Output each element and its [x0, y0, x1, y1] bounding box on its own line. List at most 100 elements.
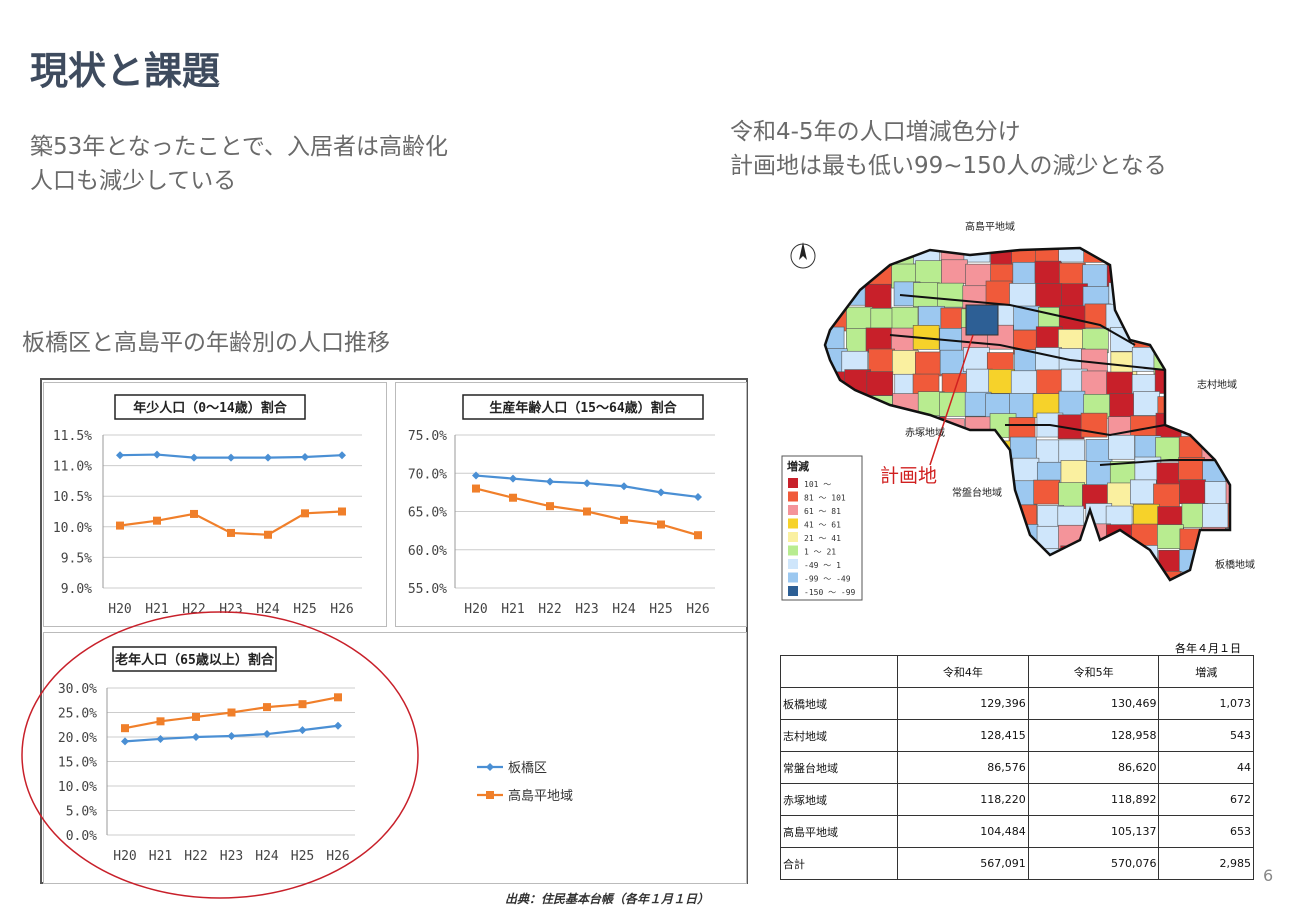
x-tick-label: H26: [326, 849, 349, 864]
district: [1225, 479, 1230, 505]
district: [1154, 369, 1182, 394]
region-label: 高島平地域: [965, 220, 1015, 233]
district: [1131, 523, 1158, 549]
legend-swatch: [788, 491, 798, 502]
district: [892, 506, 920, 532]
legend-item-label: -150 〜 -99: [804, 588, 856, 597]
x-tick-label: H22: [184, 849, 207, 864]
district: [1086, 461, 1113, 486]
district: [987, 545, 1015, 571]
district: [841, 280, 869, 306]
data-point: [472, 484, 480, 493]
data-point: [694, 531, 702, 540]
x-tick-label: H22: [538, 602, 561, 617]
district: [1058, 439, 1086, 465]
data-point: [657, 488, 665, 497]
district: [1178, 436, 1206, 461]
x-tick-label: H24: [255, 849, 279, 864]
district: [825, 371, 847, 397]
lead-right: 令和4-5年の人口増減色分け 計画地は最も低い99~150人の減少となる: [730, 115, 1167, 183]
district: [1201, 435, 1229, 461]
lead-line: 築53年となったことで、入居者は高齢化: [30, 134, 448, 160]
data-point: [620, 515, 628, 524]
y-tick-label: 25.0%: [58, 707, 97, 722]
table-row: 合計 567,091 570,076 2,985: [780, 847, 1254, 880]
data-point: [546, 502, 554, 511]
y-tick-label: 75.0%: [408, 429, 447, 444]
district: [940, 457, 968, 483]
district: [985, 457, 1012, 483]
data-point: [227, 528, 235, 537]
table-cell: 653: [1158, 815, 1254, 848]
data-point: [227, 453, 235, 462]
district: [1177, 306, 1205, 332]
y-tick-label: 10.5%: [53, 490, 92, 505]
x-tick-label: H21: [501, 602, 524, 617]
table-cell: 86,576: [897, 751, 1029, 784]
district: [1058, 390, 1086, 416]
data-point: [301, 509, 309, 518]
district: [1035, 283, 1063, 308]
data-point: [301, 453, 309, 462]
district: [988, 369, 1015, 394]
table-cell: 672: [1158, 783, 1254, 816]
district: [1130, 479, 1157, 505]
table-cell: 志村地域: [780, 719, 898, 752]
district: [963, 248, 991, 263]
district: [1081, 370, 1109, 396]
district: [825, 258, 844, 284]
district: [961, 547, 989, 573]
district: [1179, 248, 1207, 263]
district: [1012, 567, 1040, 580]
table-row: 高島平地域 104,484 105,137 653: [780, 815, 1254, 848]
chart-title: 年少人口（0〜14歳）割合: [133, 400, 287, 416]
y-tick-label: 65.0%: [408, 506, 447, 521]
district: [1037, 548, 1065, 573]
data-point: [657, 520, 665, 529]
table-header: 増減: [1158, 655, 1254, 688]
district: [939, 547, 966, 573]
table-row: 板橋地域 129,396 130,469 1,073: [780, 687, 1254, 720]
district: [893, 522, 921, 548]
district: [1179, 571, 1207, 580]
district: [1225, 248, 1230, 263]
district: [937, 524, 964, 550]
table-cell: 567,091: [897, 847, 1029, 880]
district: [825, 396, 847, 421]
table-cell: 高島平地域: [780, 815, 898, 848]
table-header: [780, 655, 898, 688]
table-cell: 1,073: [1158, 687, 1254, 720]
lead-line: 令和4-5年の人口増減色分け: [730, 119, 1021, 145]
chart-section-title: 板橋区と高島平の年齢別の人口推移: [22, 330, 390, 356]
chart-panel-working: [395, 382, 747, 627]
data-point: [190, 509, 198, 518]
district: [843, 248, 870, 265]
y-tick-label: 5.0%: [66, 805, 97, 820]
district: [869, 546, 897, 571]
data-point: [156, 734, 165, 743]
x-tick-label: H21: [149, 849, 172, 864]
data-point: [338, 451, 346, 460]
district: [1178, 349, 1205, 375]
district: [942, 566, 970, 580]
district: [1130, 248, 1158, 264]
district: [1205, 304, 1230, 330]
page-title: 現状と課題: [30, 49, 221, 93]
district: [1012, 262, 1040, 287]
region-label: 常盤台地域: [952, 486, 1002, 499]
district: [1231, 570, 1257, 594]
district: [1109, 393, 1137, 418]
district: [1203, 248, 1230, 266]
table-cell: 赤塚地域: [780, 783, 898, 816]
legend-marker: [486, 791, 494, 799]
district: [1035, 347, 1062, 372]
x-tick-label: H23: [575, 602, 598, 617]
district: [917, 568, 944, 580]
data-point: [338, 507, 346, 516]
region-borders: [889, 294, 1215, 466]
table-cell: 130,469: [1027, 687, 1160, 720]
district: [1228, 305, 1230, 330]
district: [1009, 436, 1037, 462]
data-point: [583, 479, 591, 488]
